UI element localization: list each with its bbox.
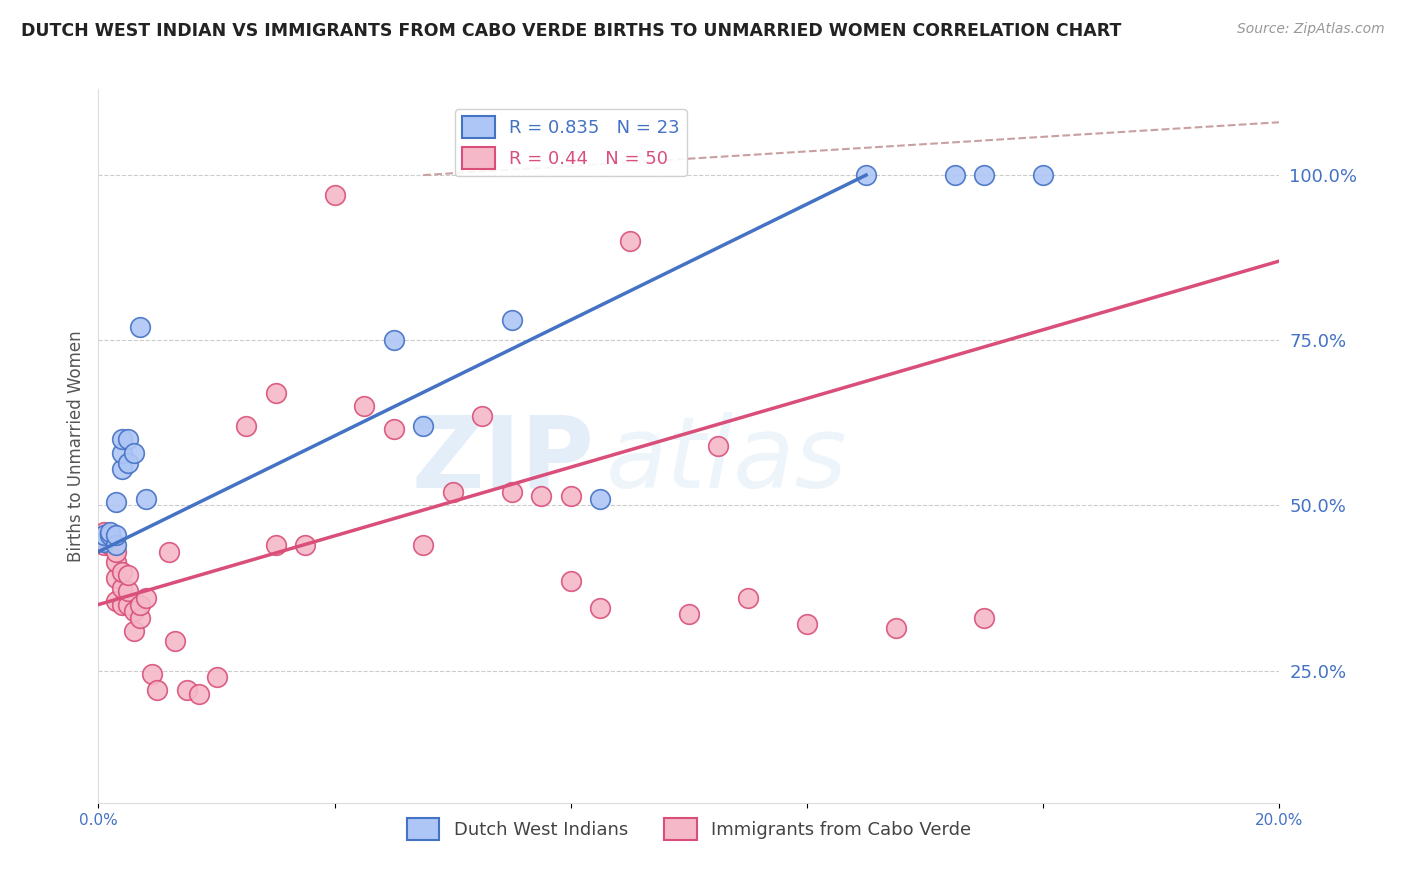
Point	[146, 683, 169, 698]
Text: ZIP: ZIP	[412, 412, 595, 508]
Point	[98, 532, 121, 546]
Point	[135, 591, 157, 605]
Point	[93, 538, 115, 552]
Point	[105, 571, 128, 585]
Point	[678, 607, 700, 622]
Point	[412, 538, 434, 552]
Point	[122, 445, 145, 459]
Point	[105, 545, 128, 559]
Point	[135, 491, 157, 506]
Point	[501, 313, 523, 327]
Point	[128, 320, 150, 334]
Point	[117, 584, 139, 599]
Point	[619, 234, 641, 248]
Point	[560, 489, 582, 503]
Point	[111, 581, 134, 595]
Point	[105, 594, 128, 608]
Point	[205, 670, 228, 684]
Text: DUTCH WEST INDIAN VS IMMIGRANTS FROM CABO VERDE BIRTHS TO UNMARRIED WOMEN CORREL: DUTCH WEST INDIAN VS IMMIGRANTS FROM CAB…	[21, 22, 1122, 40]
Point	[111, 433, 134, 447]
Point	[707, 439, 730, 453]
Point	[122, 604, 145, 618]
Point	[165, 634, 187, 648]
Point	[93, 534, 115, 549]
Point	[111, 598, 134, 612]
Point	[353, 400, 375, 414]
Point	[501, 485, 523, 500]
Point	[157, 545, 180, 559]
Point	[105, 495, 128, 509]
Point	[117, 567, 139, 582]
Point	[737, 591, 759, 605]
Point	[973, 611, 995, 625]
Point	[98, 534, 121, 549]
Point	[294, 538, 316, 552]
Point	[98, 528, 121, 542]
Point	[111, 565, 134, 579]
Point	[264, 538, 287, 552]
Point	[471, 409, 494, 424]
Point	[323, 188, 346, 202]
Point	[105, 528, 128, 542]
Point	[855, 168, 877, 182]
Point	[93, 528, 115, 542]
Point	[589, 600, 612, 615]
Point	[560, 574, 582, 589]
Point	[589, 491, 612, 506]
Point	[412, 419, 434, 434]
Point	[105, 555, 128, 569]
Point	[93, 524, 115, 539]
Point	[973, 168, 995, 182]
Point	[117, 598, 139, 612]
Y-axis label: Births to Unmarried Women: Births to Unmarried Women	[66, 330, 84, 562]
Point	[111, 462, 134, 476]
Point	[105, 538, 128, 552]
Point	[235, 419, 257, 434]
Point	[884, 621, 907, 635]
Text: atlas: atlas	[606, 412, 848, 508]
Point	[117, 433, 139, 447]
Text: Source: ZipAtlas.com: Source: ZipAtlas.com	[1237, 22, 1385, 37]
Point	[176, 683, 198, 698]
Point	[98, 538, 121, 552]
Point	[141, 667, 163, 681]
Point	[93, 532, 115, 546]
Point	[98, 524, 121, 539]
Point	[530, 489, 553, 503]
Point	[264, 386, 287, 401]
Point	[128, 611, 150, 625]
Point	[943, 168, 966, 182]
Point	[1032, 168, 1054, 182]
Point	[111, 445, 134, 459]
Point	[122, 624, 145, 638]
Point	[382, 333, 405, 347]
Point	[382, 422, 405, 436]
Point	[128, 598, 150, 612]
Point	[187, 687, 209, 701]
Point	[441, 485, 464, 500]
Point	[117, 456, 139, 470]
Point	[796, 617, 818, 632]
Legend: Dutch West Indians, Immigrants from Cabo Verde: Dutch West Indians, Immigrants from Cabo…	[399, 811, 979, 847]
